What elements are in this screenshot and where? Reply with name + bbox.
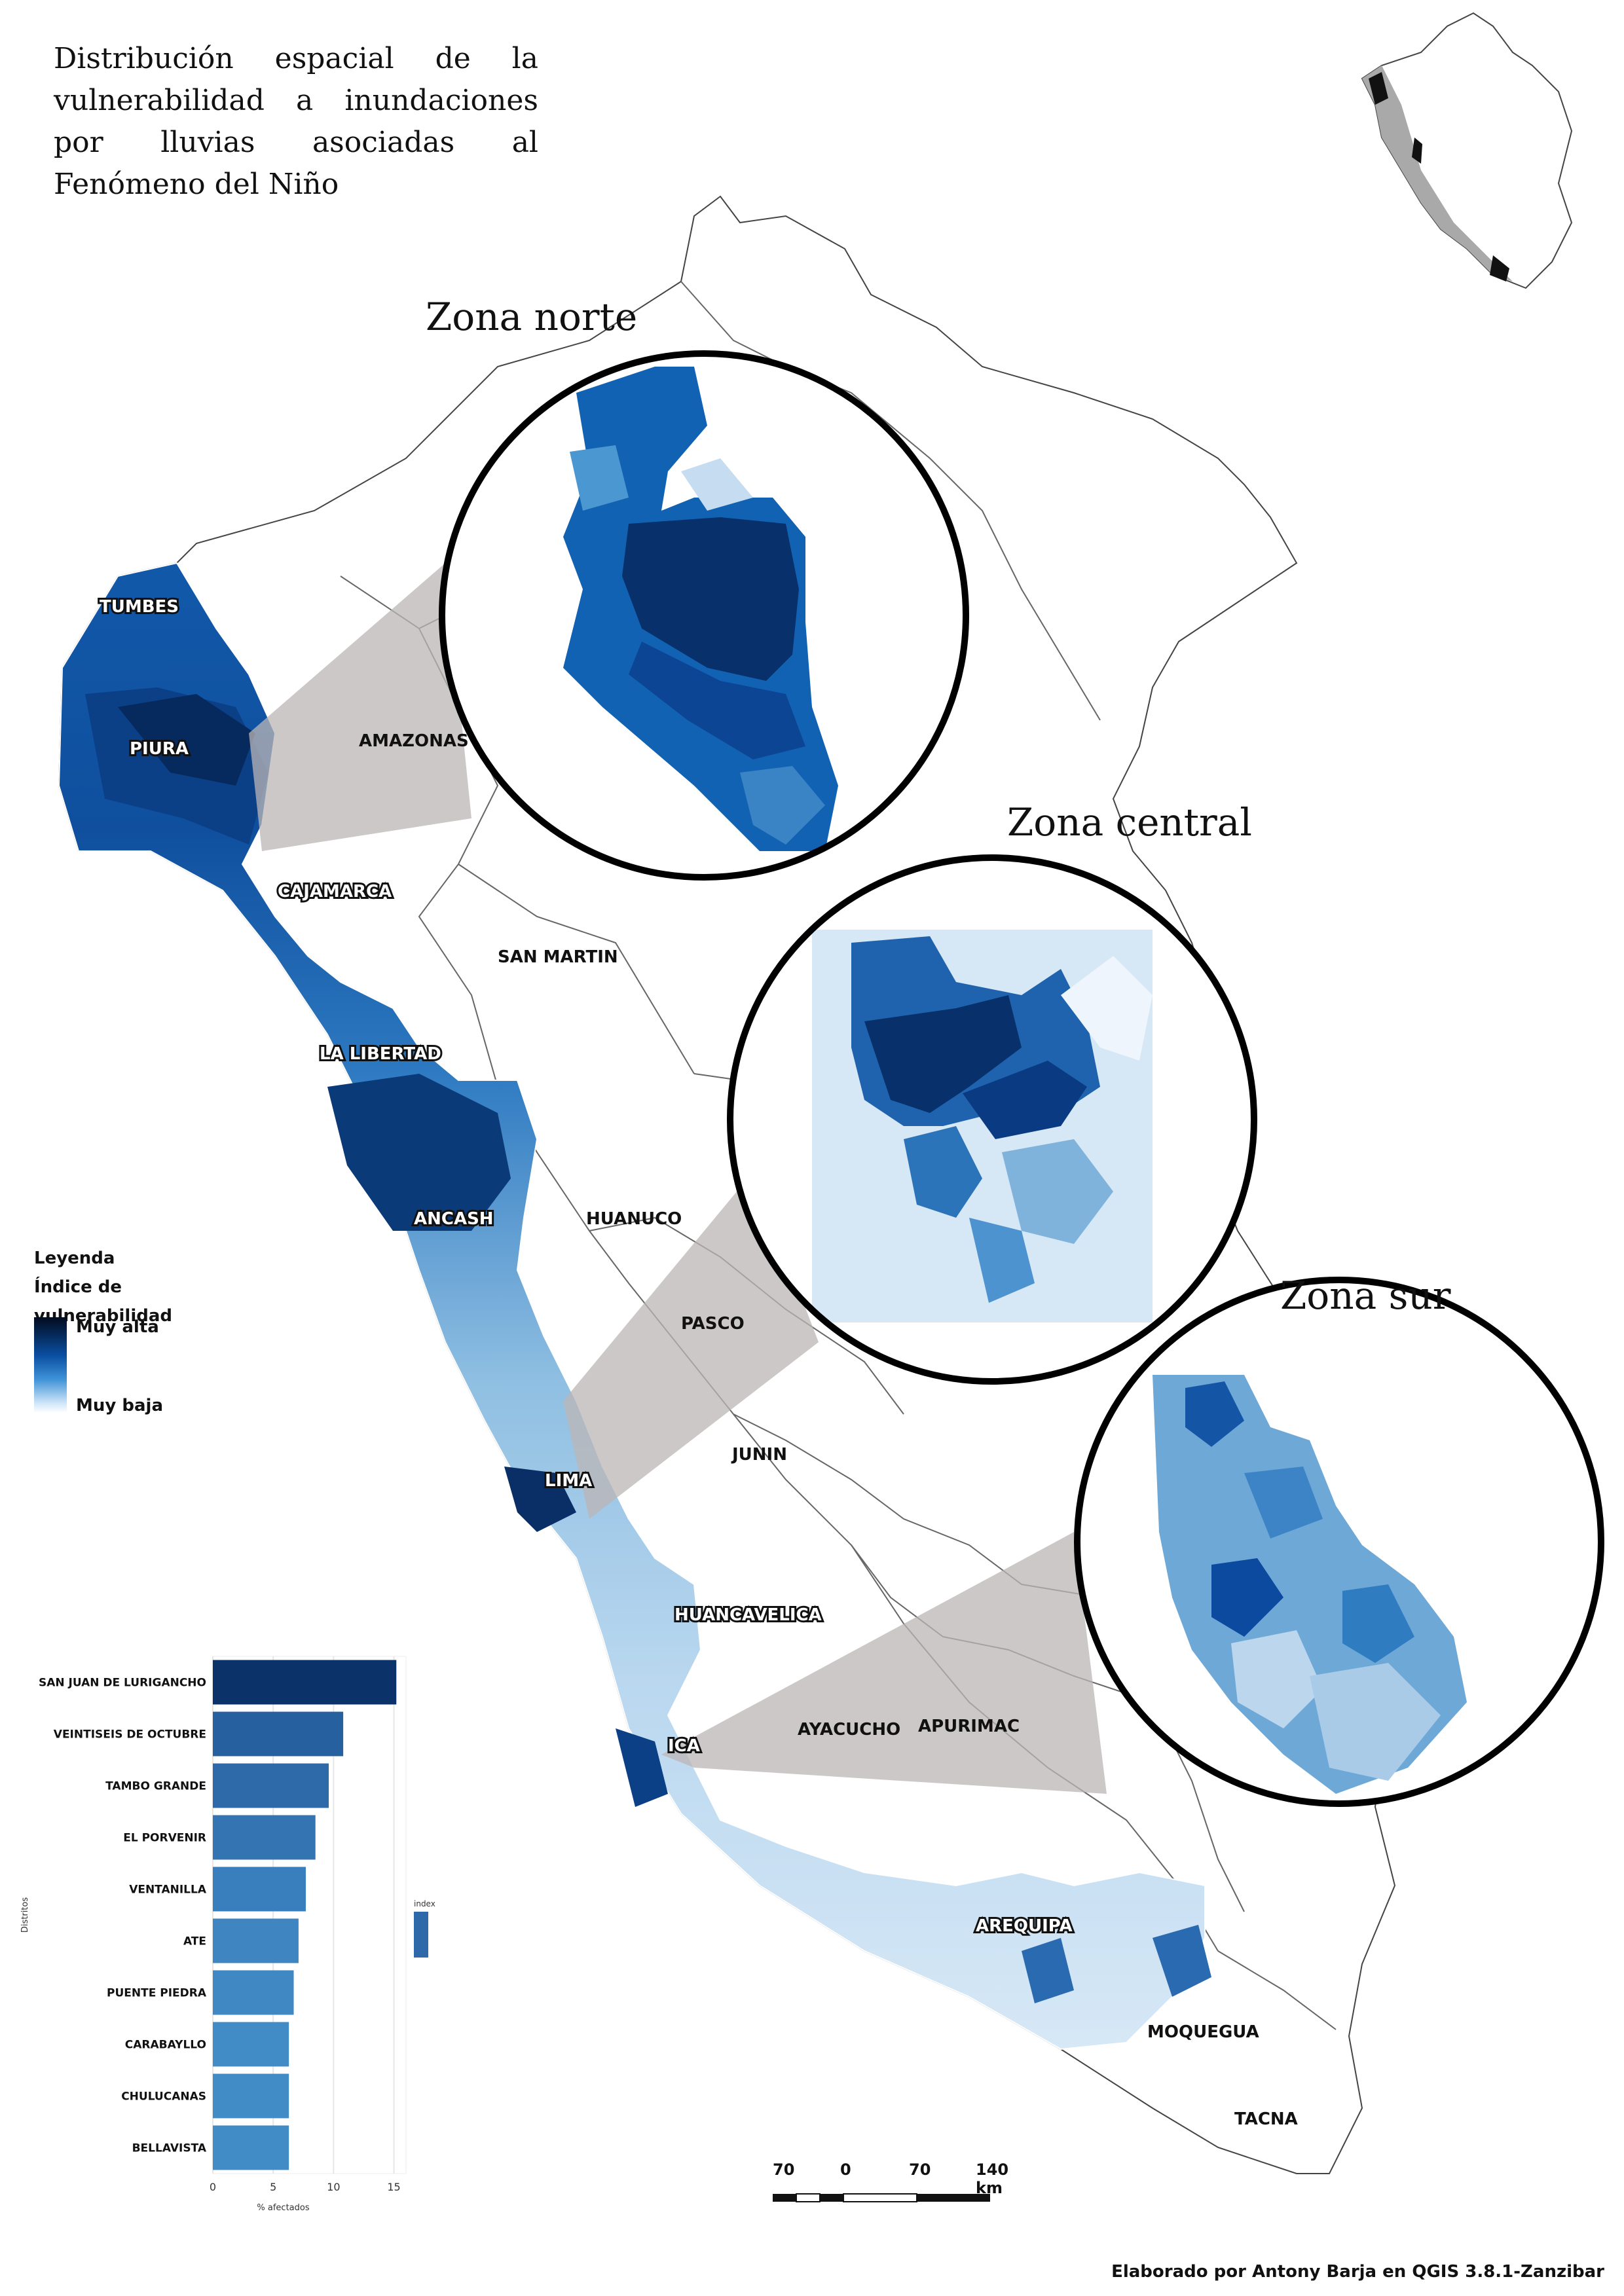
chart-category-label: EL PORVENIR bbox=[123, 1832, 206, 1845]
chart-bar bbox=[213, 1970, 294, 2015]
region-label-pasco: PASCO bbox=[681, 1314, 745, 1334]
zoom-circle-south bbox=[1074, 1277, 1604, 1807]
region-label-la-libertad: LA LIBERTAD bbox=[320, 1044, 441, 1064]
bar-chart-svg: 0 5 10 15 SAN JUAN DE LURIGANCHO VEINTISEIS D… bbox=[20, 1656, 435, 2213]
region-label-amazonas: AMAZONAS bbox=[359, 731, 469, 751]
chart-bar bbox=[213, 1918, 299, 1963]
zone-title-south: Zona sur bbox=[1280, 1273, 1451, 1318]
zone-title-north: Zona norte bbox=[426, 295, 638, 339]
map-title: Distribución espacial de la vulnerabilid… bbox=[54, 42, 538, 201]
credit-text: Elaborado por Antony Barja en QGIS 3.8.1… bbox=[1111, 2262, 1604, 2282]
region-label-lima: LIMA bbox=[545, 1471, 592, 1491]
region-label-tacna: TACNA bbox=[1234, 2109, 1298, 2129]
region-label-cajamarca: CAJAMARCA bbox=[278, 882, 392, 902]
chart-category-label: BELLAVISTA bbox=[132, 2142, 207, 2155]
chart-category-label: SAN JUAN DE LURIGANCHO bbox=[39, 1677, 206, 1690]
region-label-junin: JUNIN bbox=[731, 1445, 787, 1465]
chart-x-tick-label: 10 bbox=[327, 2181, 340, 2193]
choropleth-coast bbox=[58, 562, 1211, 2050]
chart-x-axis-label: % afectados bbox=[257, 2203, 309, 2213]
chart-bar bbox=[213, 1660, 397, 1705]
scale-label-140-km: 140 km bbox=[976, 2160, 1009, 2197]
chart-bar bbox=[213, 1815, 316, 1860]
region-label-arequipa: AREQUIPA bbox=[976, 1916, 1073, 1936]
scale-label-0: 0 bbox=[840, 2160, 851, 2179]
legend: Leyenda Índice de vulnerabilidad Muy alt… bbox=[34, 1244, 257, 1415]
legend-heading: Leyenda bbox=[34, 1248, 115, 1268]
chart-bar bbox=[213, 1763, 329, 1808]
region-label-moquegua: MOQUEGUA bbox=[1147, 2022, 1259, 2042]
chart-category-label: VEINTISEIS DE OCTUBRE bbox=[54, 1728, 206, 1741]
region-label-ayacucho: AYACUCHO bbox=[798, 1720, 900, 1740]
zoom-cones bbox=[249, 563, 1107, 1794]
chart-bar bbox=[213, 2022, 289, 2067]
zoom-circle-central bbox=[727, 854, 1257, 1385]
inset-locator-map bbox=[1361, 12, 1573, 289]
chart-legend-title: index bbox=[414, 1899, 435, 1908]
region-label-ancash: ANCASH bbox=[414, 1209, 494, 1229]
scale-bar: 70 0 70 140 km bbox=[773, 2160, 1035, 2213]
legend-color-ramp bbox=[34, 1317, 67, 1413]
legend-label-high: Muy alta bbox=[76, 1317, 159, 1337]
chart-legend-swatch bbox=[414, 1912, 428, 1958]
region-label-huanuco: HUANUCO bbox=[586, 1209, 682, 1229]
region-label-apurimac: APURIMAC bbox=[918, 1717, 1020, 1736]
region-label-san-martin: SAN MARTIN bbox=[498, 947, 618, 967]
scale-label-70-left: 70 bbox=[773, 2160, 795, 2179]
legend-label-low: Muy baja bbox=[76, 1396, 163, 1415]
chart-bar bbox=[213, 1711, 344, 1757]
region-label-tumbes: TUMBES bbox=[100, 597, 179, 617]
chart-x-tick-label: 15 bbox=[387, 2181, 400, 2193]
chart-category-label: VENTANILLA bbox=[129, 1884, 207, 1897]
region-label-ica: ICA bbox=[668, 1736, 700, 1756]
scale-label-70-right: 70 bbox=[909, 2160, 931, 2179]
region-label-huancavelica: HUANCAVELICA bbox=[674, 1605, 822, 1625]
chart-bar bbox=[213, 2073, 289, 2119]
zone-title-central: Zona central bbox=[1007, 800, 1252, 845]
chart-bar bbox=[213, 1867, 306, 1912]
zoom-circle-north bbox=[439, 350, 969, 881]
chart-category-label: PUENTE PIEDRA bbox=[107, 1987, 207, 2000]
region-label-piura: PIURA bbox=[130, 739, 189, 759]
chart-category-label: CHULUCANAS bbox=[121, 2090, 206, 2104]
chart-category-label: ATE bbox=[183, 1935, 206, 1948]
chart-category-label: CARABAYLLO bbox=[125, 2039, 206, 2052]
chart-x-tick-label: 0 bbox=[210, 2181, 216, 2193]
chart-bar bbox=[213, 2125, 289, 2170]
bar-chart: 0 5 10 15 SAN JUAN DE LURIGANCHO VEINTISEIS D… bbox=[13, 1650, 435, 2226]
scale-bar-graphic bbox=[773, 2193, 990, 2202]
chart-y-axis-label: Distritos bbox=[20, 1897, 30, 1933]
chart-category-label: TAMBO GRANDE bbox=[105, 1780, 206, 1793]
chart-x-tick-label: 5 bbox=[270, 2181, 276, 2193]
